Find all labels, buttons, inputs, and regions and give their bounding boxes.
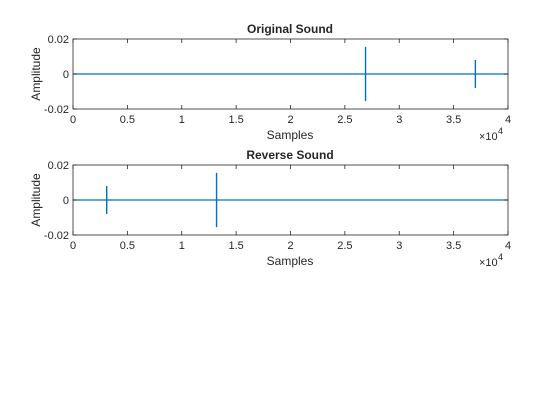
x-tick-label-original: 0.5 [120, 114, 135, 126]
y-axis-label-original: Amplitude [29, 47, 43, 101]
x-tick-label-original: 2.5 [337, 114, 352, 126]
y-tick-label-original: 0.02 [48, 34, 69, 46]
x-tick-label-reverse: 1.5 [228, 240, 243, 252]
x-exponent-power-reverse: 4 [498, 252, 503, 262]
x-exponent-reverse: ×10 4 [479, 252, 503, 269]
x-tick-label-original: 2 [287, 114, 293, 126]
subplot-original-sound: Original Sound Samples Amplitude ×10 4 0… [29, 22, 511, 143]
x-tick-label-reverse: 0.5 [120, 240, 135, 252]
x-tick-label-original: 0 [70, 114, 76, 126]
x-tick-label-reverse: 3.5 [446, 240, 461, 252]
x-exponent-power-original: 4 [498, 126, 503, 136]
x-tick-label-reverse: 2 [287, 240, 293, 252]
x-tick-label-original: 3 [396, 114, 402, 126]
x-tick-label-reverse: 1 [179, 240, 185, 252]
x-tick-label-original: 1 [179, 114, 185, 126]
x-axis-label-original: Samples [267, 128, 314, 142]
subplot-reverse-sound: Reverse Sound Samples Amplitude ×10 4 0 0… [29, 148, 511, 269]
x-exponent-base-reverse: ×10 [479, 257, 498, 269]
y-tick-label-reverse: -0.02 [44, 230, 69, 242]
x-tick-label-reverse: 4 [505, 240, 511, 252]
x-tick-label-original: 4 [505, 114, 511, 126]
x-axis-label-reverse: Samples [267, 254, 314, 268]
x-tick-label-reverse: 3 [396, 240, 402, 252]
x-tick-label-original: 3.5 [446, 114, 461, 126]
y-tick-label-reverse: 0.02 [48, 160, 69, 172]
x-tick-label-original: 1.5 [228, 114, 243, 126]
chart-title-original: Original Sound [247, 22, 333, 36]
x-exponent-original: ×10 4 [479, 126, 503, 143]
chart-title-reverse: Reverse Sound [246, 148, 333, 162]
x-exponent-base-original: ×10 [479, 131, 498, 143]
y-tick-label-original: -0.02 [44, 104, 69, 116]
y-tick-label-reverse: 0 [63, 195, 69, 207]
x-tick-label-reverse: 2.5 [337, 240, 352, 252]
y-tick-label-original: 0 [63, 69, 69, 81]
y-axis-label-reverse: Amplitude [29, 173, 43, 227]
x-tick-label-reverse: 0 [70, 240, 76, 252]
